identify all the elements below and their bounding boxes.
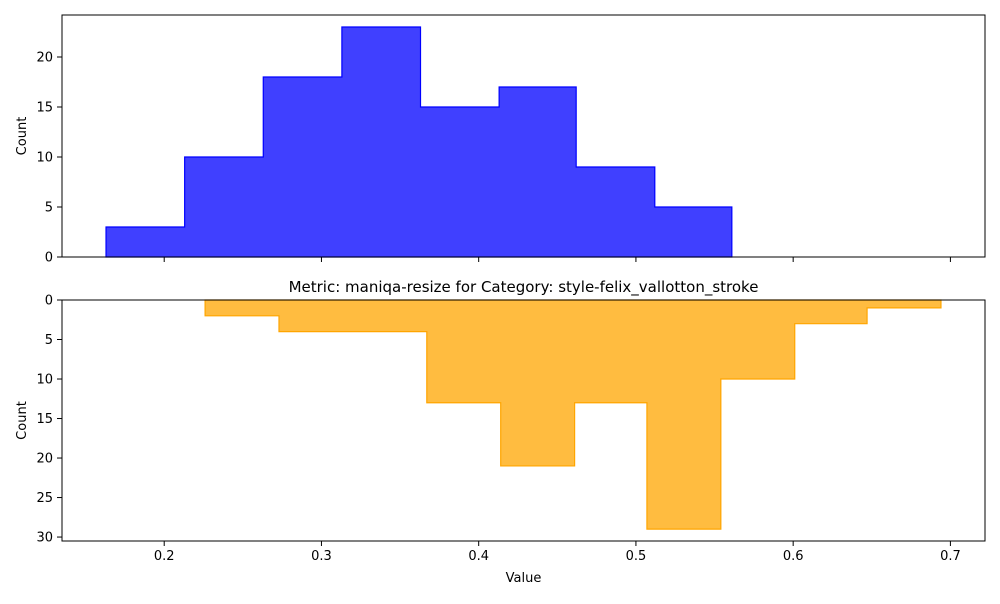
y-tick-label: 5: [45, 333, 53, 348]
x-tick-label: 0.7: [940, 549, 961, 564]
x-axis-label: Value: [506, 571, 542, 586]
x-tick-label: 0.5: [626, 549, 647, 564]
histogram-step-fill: [204, 299, 942, 530]
y-axis-label: Count: [15, 401, 30, 440]
y-tick-label: 30: [36, 531, 53, 546]
y-tick-label: 10: [36, 373, 53, 388]
y-tick-label: 15: [36, 101, 53, 116]
y-tick-label: 20: [36, 51, 53, 66]
x-tick-label: 0.6: [783, 549, 804, 564]
axes-frame: [61, 299, 986, 542]
axes-bottom: 0.2 0.3 0.4 0.5 0.6 0.7 0 5 10 15 20 25 30 Count Value…: [15, 278, 986, 586]
y-tick-label: 25: [36, 491, 53, 506]
y-axis-label: Count: [15, 117, 30, 156]
x-tick-label: 0.2: [154, 549, 175, 564]
axes-frame: [61, 14, 986, 258]
axes-top: 0 5 10 15 20 Count: [15, 14, 986, 266]
y-tick-label: 0: [45, 294, 53, 309]
chart-title: Metric: maniqa-resize for Category: styl…: [289, 278, 759, 297]
x-tick-label: 0.4: [468, 549, 489, 564]
y-tick-label: 20: [36, 452, 53, 467]
y-tick-label: 5: [45, 201, 53, 216]
y-tick-label: 0: [45, 251, 53, 266]
y-tick-label: 10: [36, 151, 53, 166]
y-tick-label: 15: [36, 412, 53, 427]
x-tick-label: 0.3: [311, 549, 332, 564]
histogram-step-fill: [105, 26, 733, 258]
